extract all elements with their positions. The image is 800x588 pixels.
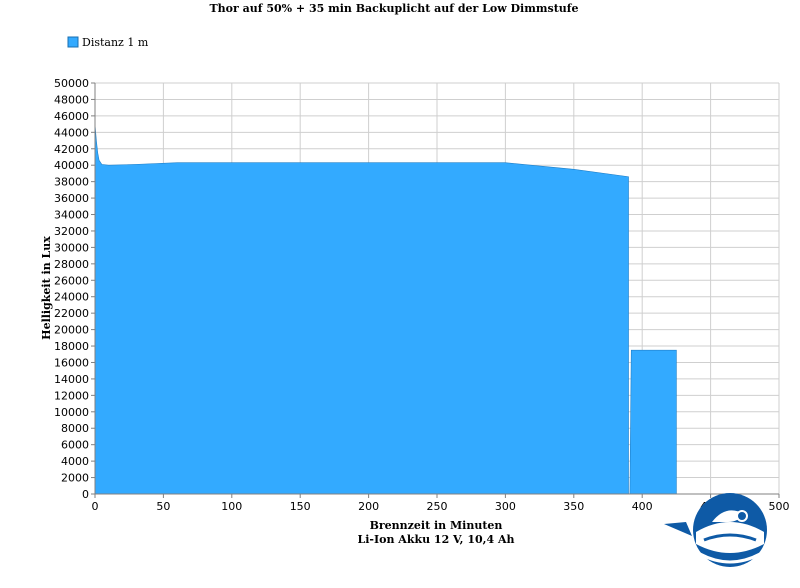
- y-tick-label-18: 36000: [54, 192, 89, 205]
- chart-title: Thor auf 50% + 35 min Backuplicht auf de…: [209, 2, 578, 15]
- y-tick-label-7: 14000: [54, 373, 89, 386]
- y-tick-label-21: 42000: [54, 143, 89, 156]
- x-tick-label-7: 350: [563, 500, 584, 513]
- y-tick-label-10: 20000: [54, 324, 89, 337]
- y-tick-label-11: 22000: [54, 307, 89, 320]
- series-area-1: [629, 349, 677, 495]
- series-area-0: [94, 124, 629, 495]
- x-axis-sublabel: Li-Ion Akku 12 V, 10,4 Ah: [358, 533, 515, 546]
- y-tick-label-14: 28000: [54, 258, 89, 271]
- y-tick-label-13: 26000: [54, 274, 89, 287]
- y-tick-label-22: 44000: [54, 126, 89, 139]
- x-tick-label-4: 200: [358, 500, 379, 513]
- y-tick-label-20: 40000: [54, 159, 89, 172]
- y-tick-label-1: 2000: [61, 472, 89, 485]
- y-tick-label-15: 30000: [54, 241, 89, 254]
- x-tick-label-2: 100: [221, 500, 242, 513]
- plot-area: 0200040006000800010000120001400016000180…: [54, 77, 790, 513]
- legend-swatch: [67, 36, 79, 48]
- diving-logo: [664, 493, 767, 567]
- legend: Distanz 1 m: [67, 36, 149, 49]
- y-tick-label-4: 8000: [61, 422, 89, 435]
- x-tick-label-5: 250: [427, 500, 448, 513]
- y-tick-label-23: 46000: [54, 110, 89, 123]
- x-tick-label-0: 0: [92, 500, 99, 513]
- x-axis-label: Brennzeit in Minuten: [370, 519, 503, 532]
- y-tick-label-24: 48000: [54, 93, 89, 106]
- y-tick-label-17: 34000: [54, 209, 89, 222]
- x-tick-label-10: 500: [769, 500, 790, 513]
- y-tick-label-9: 18000: [54, 340, 89, 353]
- x-tick-label-6: 300: [495, 500, 516, 513]
- y-tick-label-19: 38000: [54, 176, 89, 189]
- y-tick-label-16: 32000: [54, 225, 89, 238]
- y-tick-label-25: 50000: [54, 77, 89, 90]
- y-tick-label-2: 4000: [61, 455, 89, 468]
- y-tick-label-0: 0: [82, 488, 89, 501]
- x-tick-label-8: 400: [632, 500, 653, 513]
- y-tick-label-12: 24000: [54, 291, 89, 304]
- y-axis-label: Helligkeit in Lux: [40, 236, 53, 340]
- y-tick-label-8: 16000: [54, 356, 89, 369]
- y-tick-label-3: 6000: [61, 439, 89, 452]
- x-tick-label-1: 50: [156, 500, 170, 513]
- y-tick-label-6: 12000: [54, 389, 89, 402]
- y-tick-label-5: 10000: [54, 406, 89, 419]
- legend-label: Distanz 1 m: [82, 36, 149, 49]
- x-tick-label-3: 150: [290, 500, 311, 513]
